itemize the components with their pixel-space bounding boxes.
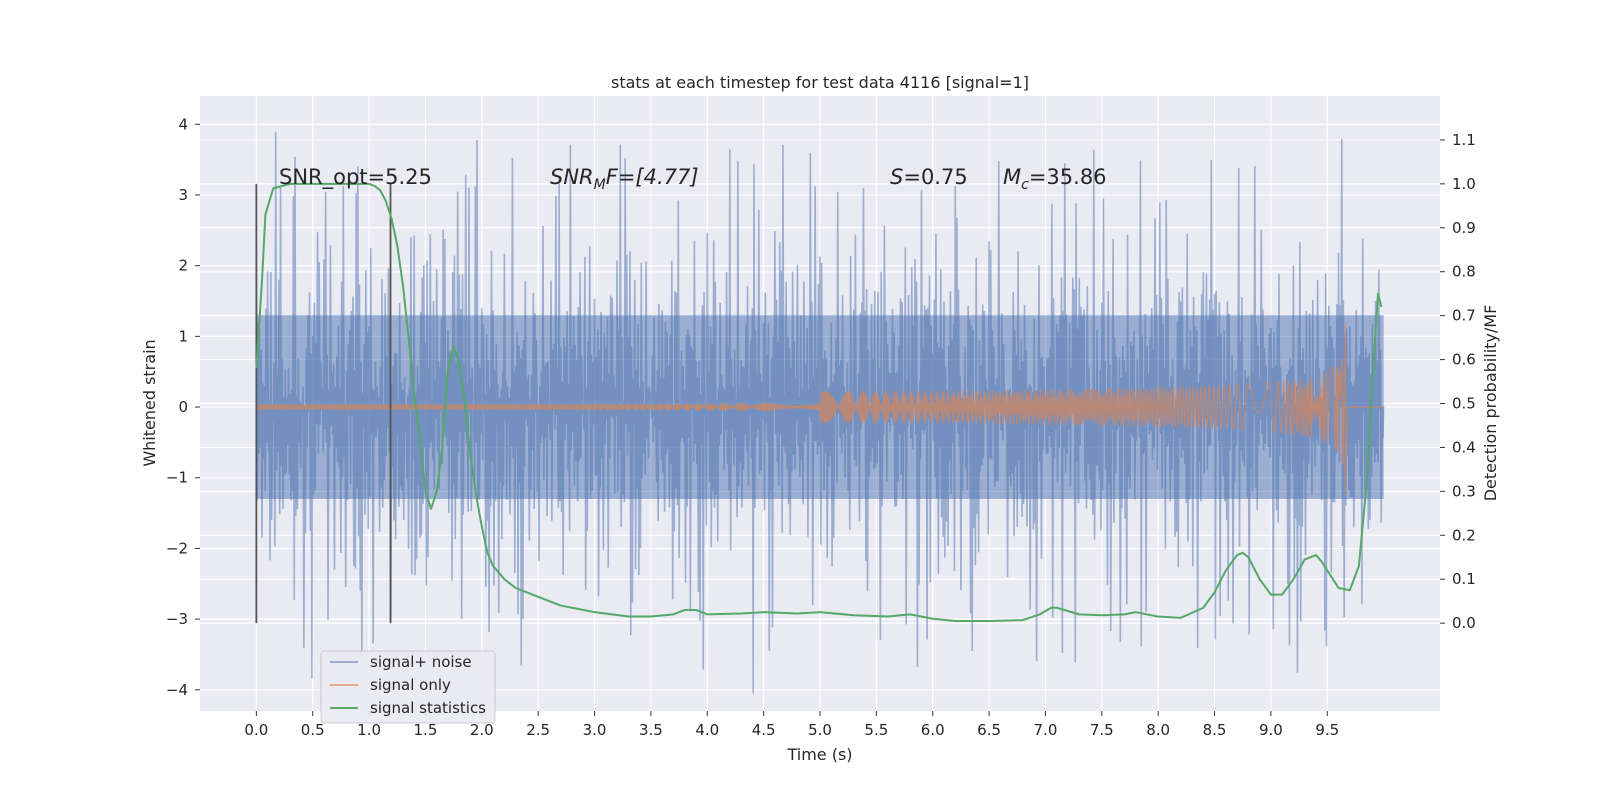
- x-tick-label: 0.0: [244, 721, 268, 739]
- y-tick-label: −2: [166, 539, 188, 557]
- x-tick-label: 2.5: [526, 721, 550, 739]
- mc-sub: c: [1021, 177, 1029, 193]
- y-tick-label: 2: [178, 257, 188, 275]
- y-tick-label: −3: [166, 610, 188, 628]
- x-tick-label: 4.5: [752, 721, 776, 739]
- x-tick-label: 9.0: [1259, 721, 1283, 739]
- y-right-tick-label: 1.1: [1452, 131, 1476, 149]
- y-tick-label: 3: [178, 186, 188, 204]
- x-axis-label: Time (s): [786, 745, 852, 764]
- y-right-tick-label: 0.0: [1452, 614, 1476, 632]
- x-tick-label: 6.5: [977, 721, 1001, 739]
- vertical-markers: [255, 183, 392, 624]
- annotation-snr-opt: SNR_opt=5.25: [279, 165, 432, 190]
- x-tick-label: 1.0: [357, 721, 381, 739]
- x-tick-label: 8.0: [1146, 721, 1170, 739]
- y-right-tick-label: 0.2: [1452, 526, 1476, 544]
- y-tick-label: 4: [178, 115, 188, 133]
- y-right-tick-label: 0.6: [1452, 351, 1476, 369]
- y-right-axis-ticks: 1.1 1.0 0.9 0.8 0.7 0.6 0.5 0.4 0.3 0.2 0.1 0.0: [1440, 131, 1476, 632]
- y-tick-label: 1: [178, 327, 188, 345]
- y-right-tick-label: 0.9: [1452, 219, 1476, 237]
- legend-box: [320, 650, 496, 724]
- y-right-axis-label: Detection probability/MF: [1481, 305, 1500, 502]
- y-right-tick-label: 0.5: [1452, 395, 1476, 413]
- x-tick-label: 3.5: [639, 721, 663, 739]
- x-axis-ticks: 0.0 0.5 1.0 1.5 2.0 2.5 3.0 3.5 4.0 4.5 5.0 5.5 6.0 6…: [244, 711, 1339, 739]
- y-right-tick-label: 0.3: [1452, 482, 1476, 500]
- x-tick-label: 5.0: [808, 721, 832, 739]
- y-right-tick-label: 0.4: [1452, 438, 1476, 456]
- y-tick-label: −1: [166, 469, 188, 487]
- x-tick-label: 1.5: [414, 721, 438, 739]
- snr-mf-base: SNR: [550, 165, 594, 189]
- y-right-tick-label: 0.7: [1452, 307, 1476, 325]
- mc-value: =35.86: [1029, 165, 1107, 189]
- legend-label-signal: signal only: [370, 676, 451, 694]
- s-value: =0.75: [903, 165, 967, 189]
- legend-label-stats: signal statistics: [370, 699, 486, 717]
- chart-title: stats at each timestep for test data 411…: [611, 73, 1029, 92]
- annotation-mc: Mc=35.86: [1003, 165, 1107, 193]
- y-axis-label: Whitened strain: [140, 339, 159, 466]
- x-tick-label: 3.0: [583, 721, 607, 739]
- x-tick-label: 4.0: [695, 721, 719, 739]
- x-tick-label: 0.5: [301, 721, 325, 739]
- mc-label: M: [1003, 165, 1021, 189]
- x-tick-label: 8.5: [1203, 721, 1227, 739]
- legend-label-noise: signal+ noise: [370, 653, 472, 671]
- y-right-tick-label: 0.8: [1452, 263, 1476, 281]
- x-tick-label: 2.0: [470, 721, 494, 739]
- s-label: S: [890, 165, 903, 189]
- snr-mf-rest: F=[4.77]: [606, 165, 699, 189]
- signal-trace: [255, 322, 1384, 496]
- snr-mf-sub: M: [594, 177, 606, 193]
- y-right-tick-label: 0.1: [1452, 570, 1476, 588]
- annotation-s: S=0.75: [890, 165, 968, 189]
- y-right-tick-label: 1.0: [1452, 175, 1476, 193]
- series-signal-only: [255, 322, 1384, 496]
- x-tick-label: 7.0: [1034, 721, 1058, 739]
- series-signal-statistics: [255, 182, 1383, 622]
- x-tick-label: 6.0: [921, 721, 945, 739]
- y-axis-ticks: 4 3 2 1 0 −1 −2 −3 −4: [166, 115, 200, 699]
- stats-line: [255, 182, 1383, 622]
- y-tick-label: −4: [166, 681, 188, 699]
- x-tick-label: 5.5: [864, 721, 888, 739]
- x-tick-label: 7.5: [1090, 721, 1114, 739]
- x-tick-label: 9.5: [1315, 721, 1339, 739]
- annotation-snr-mf: SNRMF=[4.77]: [550, 165, 699, 193]
- y-tick-label: 0: [178, 398, 188, 416]
- legend: signal+ noise signal only signal statist…: [320, 650, 496, 724]
